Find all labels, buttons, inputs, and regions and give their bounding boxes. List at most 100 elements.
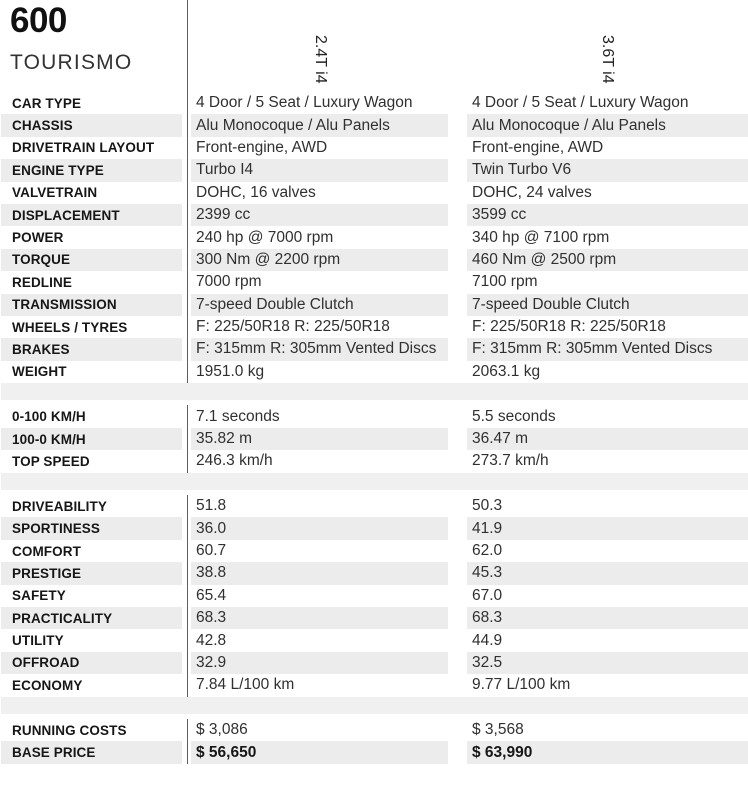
spec-row-label: CAR TYPE <box>12 95 82 111</box>
spec-value-trim-1: 300 Nm @ 2200 rpm <box>191 248 448 272</box>
spec-row: CAR TYPE 4 Door / 5 Seat / Luxury Wagon 4 … <box>0 92 748 115</box>
spec-row: 100-0 KM/H 35.82 m 36.47 m <box>0 427 748 451</box>
spec-row: UTILITY 42.8 44.9 <box>0 629 748 652</box>
column-divider-line <box>187 338 188 361</box>
spec-value-trim-2: $ 63,990 <box>467 741 748 764</box>
spec-value-trim-2: 68.3 <box>467 606 748 630</box>
spec-row: POWER 240 hp @ 7000 rpm 340 hp @ 7100 rpm <box>0 226 748 249</box>
spec-row-label: 100-0 KM/H <box>1 427 182 451</box>
spec-value-trim-1: 42.8 <box>196 631 227 649</box>
section-spacer <box>0 383 748 405</box>
spec-value-trim-1: 1951.0 kg <box>196 362 265 380</box>
spec-value-trim-1: 7.1 seconds <box>196 407 280 425</box>
spec-value-trim-1: 32.9 <box>191 651 448 675</box>
spec-row-label: DISPLACEMENT <box>1 203 182 227</box>
spec-value-trim-2: DOHC, 24 valves <box>472 183 592 201</box>
column-divider-line <box>187 360 188 384</box>
spec-row: TORQUE 300 Nm @ 2200 rpm 460 Nm @ 2500 rpm <box>0 248 748 272</box>
spec-row-label: WHEELS / TYRES <box>12 319 128 335</box>
spec-row: REDLINE 7000 rpm 7100 rpm <box>0 271 748 294</box>
column-divider-line <box>187 271 188 294</box>
spec-row-label: RUNNING COSTS <box>12 722 127 738</box>
spec-value-trim-1: DOHC, 16 valves <box>196 183 316 201</box>
spec-value-trim-1: 240 hp @ 7000 rpm <box>196 228 334 246</box>
spec-row: ECONOMY 7.84 L/100 km 9.77 L/100 km <box>0 674 748 697</box>
section-spacer <box>0 696 748 719</box>
spec-value-trim-1: $ 56,650 <box>191 741 448 764</box>
spec-value-trim-2: 36.47 m <box>467 427 748 451</box>
spec-row: BRAKES F: 315mm R: 305mm Vented Discs F: 3… <box>0 338 748 361</box>
column-divider-line <box>187 718 188 742</box>
column-divider-line <box>187 136 188 160</box>
spec-row: DRIVEABILITY 51.8 50.3 <box>0 495 748 518</box>
spec-value-trim-2: 9.77 L/100 km <box>472 676 571 694</box>
spec-row: PRESTIGE 38.8 45.3 <box>0 562 748 585</box>
spec-value-trim-2: 3599 cc <box>467 203 748 227</box>
spec-row: PRACTICALITY 68.3 68.3 <box>0 606 748 630</box>
spec-row: DISPLACEMENT 2399 cc 3599 cc <box>0 203 748 227</box>
column-divider-line <box>187 92 188 115</box>
spec-value-trim-1: 51.8 <box>196 497 227 515</box>
spec-value-trim-1: 65.4 <box>196 586 227 604</box>
spec-value-trim-1: 7.84 L/100 km <box>196 676 295 694</box>
spec-row: TOP SPEED 246.3 km/h 273.7 km/h <box>0 450 748 473</box>
column-divider-line <box>187 181 188 204</box>
spec-value-trim-2: 62.0 <box>472 542 503 559</box>
column-divider-line <box>187 629 188 652</box>
column-divider-line <box>187 606 188 630</box>
spec-row-label: PRESTIGE <box>1 562 182 585</box>
spec-row: TRANSMISSION 7-speed Double Clutch 7-speed… <box>0 293 748 316</box>
spec-row-label: BASE PRICE <box>1 741 182 764</box>
spec-value-trim-2: 41.9 <box>467 517 748 540</box>
spec-value-trim-2: 45.3 <box>467 562 748 585</box>
spec-value-trim-2: 44.9 <box>472 631 503 649</box>
spec-row-label: DRIVEABILITY <box>12 498 107 514</box>
column-divider-line <box>187 517 188 540</box>
spec-row-label: TOP SPEED <box>12 453 90 469</box>
spec-value-trim-1: Turbo I4 <box>191 159 448 182</box>
spec-value-trim-2: 5.5 seconds <box>472 407 556 425</box>
spec-value-trim-2: 340 hp @ 7100 rpm <box>472 228 610 246</box>
spec-row: WEIGHT 1951.0 kg 2063.1 kg <box>0 360 748 384</box>
spec-row-label: VALVETRAIN <box>12 185 98 201</box>
spec-value-trim-2: Alu Monocoque / Alu Panels <box>467 114 748 137</box>
spec-row: ENGINE TYPE Turbo I4 Twin Turbo V6 <box>0 159 748 182</box>
spec-row: SPORTINESS 36.0 41.9 <box>0 517 748 540</box>
spec-value-trim-2: 273.7 km/h <box>472 452 549 470</box>
spec-row: RUNNING COSTS $ 3,086 $ 3,568 <box>0 718 748 742</box>
spec-row-label: ECONOMY <box>12 677 83 693</box>
spec-row-label: REDLINE <box>12 274 72 290</box>
spec-row-label: OFFROAD <box>1 651 182 675</box>
spec-row: WHEELS / TYRES F: 225/50R18 R: 225/50R18 F… <box>0 315 748 339</box>
spec-row-label: DRIVETRAIN LAYOUT <box>12 140 155 156</box>
spec-value-trim-1: Front-engine, AWD <box>196 138 328 156</box>
section-spacer-band <box>1 472 748 490</box>
spec-value-trim-1: 68.3 <box>191 606 448 630</box>
spec-row-label: ENGINE TYPE <box>1 159 182 182</box>
spec-value-trim-1: F: 315mm R: 305mm Vented Discs <box>191 338 448 361</box>
spec-row-label: SAFETY <box>12 588 66 604</box>
series-title: TOURISMO <box>10 51 133 74</box>
section-spacer <box>0 472 748 495</box>
column-divider-line <box>187 562 188 585</box>
spec-row-label: UTILITY <box>12 633 64 649</box>
column-divider-line <box>187 203 188 227</box>
spec-value-trim-1: Alu Monocoque / Alu Panels <box>191 114 448 137</box>
spec-value-trim-2: 50.3 <box>472 497 503 515</box>
trim-column-header-2: 3.6T i4 <box>599 35 616 84</box>
spec-value-trim-2: 67.0 <box>472 586 503 604</box>
model-title: 600 <box>10 1 67 40</box>
spec-row: 0-100 KM/H 7.1 seconds 5.5 seconds <box>0 405 748 428</box>
spec-value-trim-1: 38.8 <box>191 562 448 585</box>
section-spacer-band <box>1 383 748 401</box>
spec-value-trim-1: $ 3,086 <box>196 721 248 739</box>
spec-row-label: POWER <box>12 230 64 246</box>
spec-value-trim-1: 4 Door / 5 Seat / Luxury Wagon <box>196 94 413 112</box>
spec-row: CHASSIS Alu Monocoque / Alu Panels Alu Mon… <box>0 114 748 137</box>
spec-row: SAFETY 65.4 67.0 <box>0 584 748 607</box>
spec-value-trim-1: 2399 cc <box>191 203 448 227</box>
column-divider-line <box>187 293 188 316</box>
spec-row: COMFORT 60.7 62.0 <box>0 539 748 563</box>
spec-value-trim-1: 7-speed Double Clutch <box>191 293 448 316</box>
spec-value-trim-1: 35.82 m <box>191 427 448 451</box>
